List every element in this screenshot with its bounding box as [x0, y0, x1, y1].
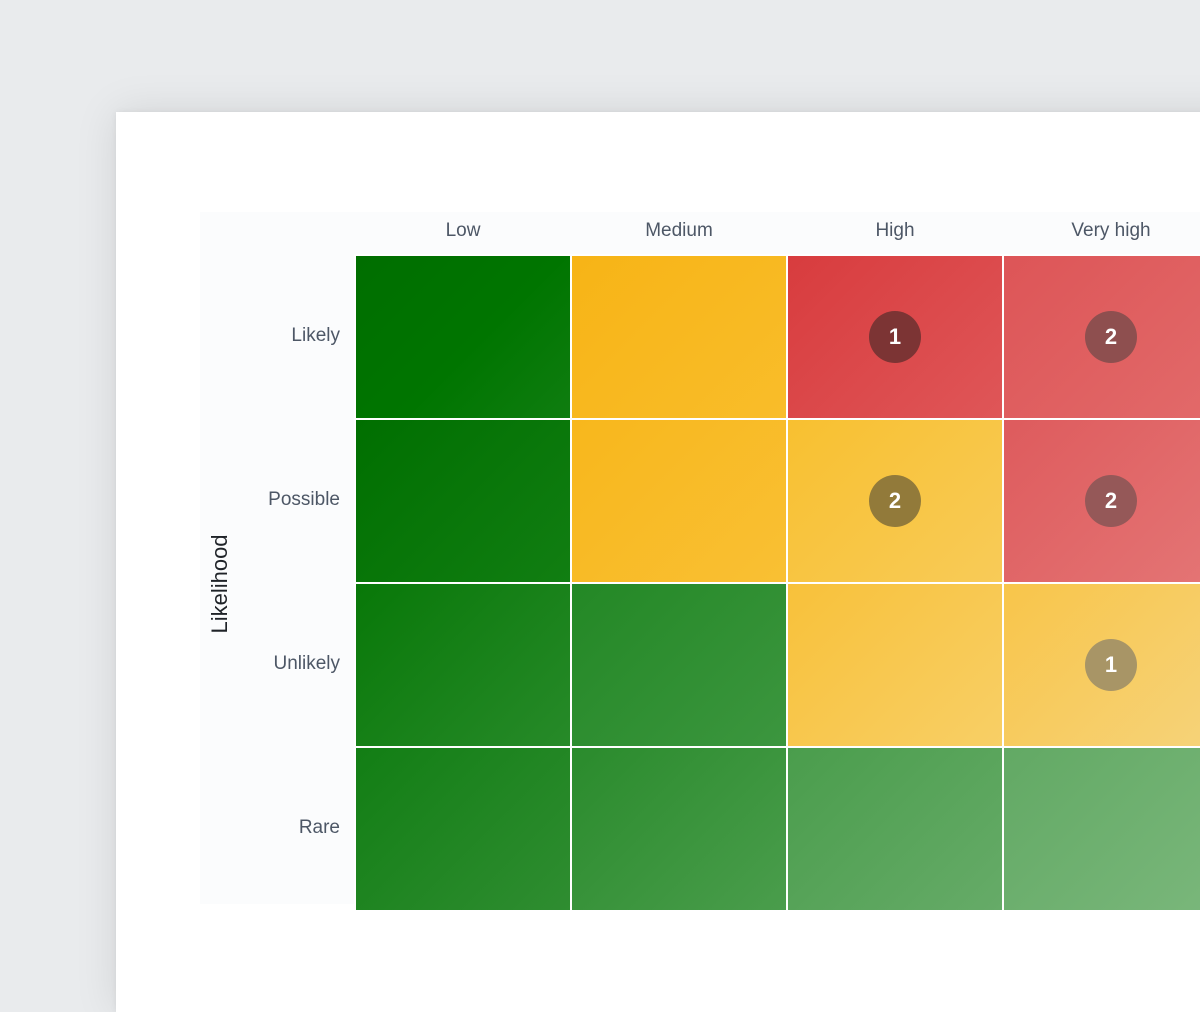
risk-count-badge[interactable]: 1	[869, 311, 921, 363]
cell-likely-low[interactable]	[356, 256, 570, 418]
cell-likely-very-high[interactable]: 2	[1004, 256, 1200, 418]
cell-unlikely-very-high[interactable]: 1	[1004, 584, 1200, 746]
cell-unlikely-medium[interactable]	[572, 584, 786, 746]
column-header-very-high: Very high	[1071, 220, 1151, 241]
cell-possible-medium[interactable]	[572, 420, 786, 582]
risk-count-badge[interactable]: 1	[1085, 639, 1137, 691]
row-header-rare: Rare	[298, 817, 340, 838]
cell-rare-low[interactable]	[356, 748, 570, 910]
row-header-likely: Likely	[291, 325, 340, 346]
cell-unlikely-low[interactable]	[356, 584, 570, 746]
cell-rare-high[interactable]	[788, 748, 1002, 910]
column-header-medium: Medium	[645, 220, 713, 241]
column-header-high: High	[875, 220, 915, 241]
risk-count-badge[interactable]: 2	[1085, 311, 1137, 363]
row-header-possible: Possible	[268, 489, 340, 510]
cell-possible-high[interactable]: 2	[788, 420, 1002, 582]
column-header-low: Low	[445, 220, 481, 241]
row-header-unlikely: Unlikely	[273, 653, 340, 674]
risk-matrix-grid: 1 2 2 2 1	[354, 254, 1200, 954]
cell-possible-low[interactable]	[356, 420, 570, 582]
cell-likely-high[interactable]: 1	[788, 256, 1002, 418]
cell-rare-very-high[interactable]	[1004, 748, 1200, 910]
cell-likely-medium[interactable]	[572, 256, 786, 418]
cell-possible-very-high[interactable]: 2	[1004, 420, 1200, 582]
cell-rare-medium[interactable]	[572, 748, 786, 910]
risk-count-badge[interactable]: 2	[1085, 475, 1137, 527]
risk-count-badge[interactable]: 2	[869, 475, 921, 527]
y-axis-title-text: Likelihood	[207, 534, 232, 634]
cell-unlikely-high[interactable]	[788, 584, 1002, 746]
